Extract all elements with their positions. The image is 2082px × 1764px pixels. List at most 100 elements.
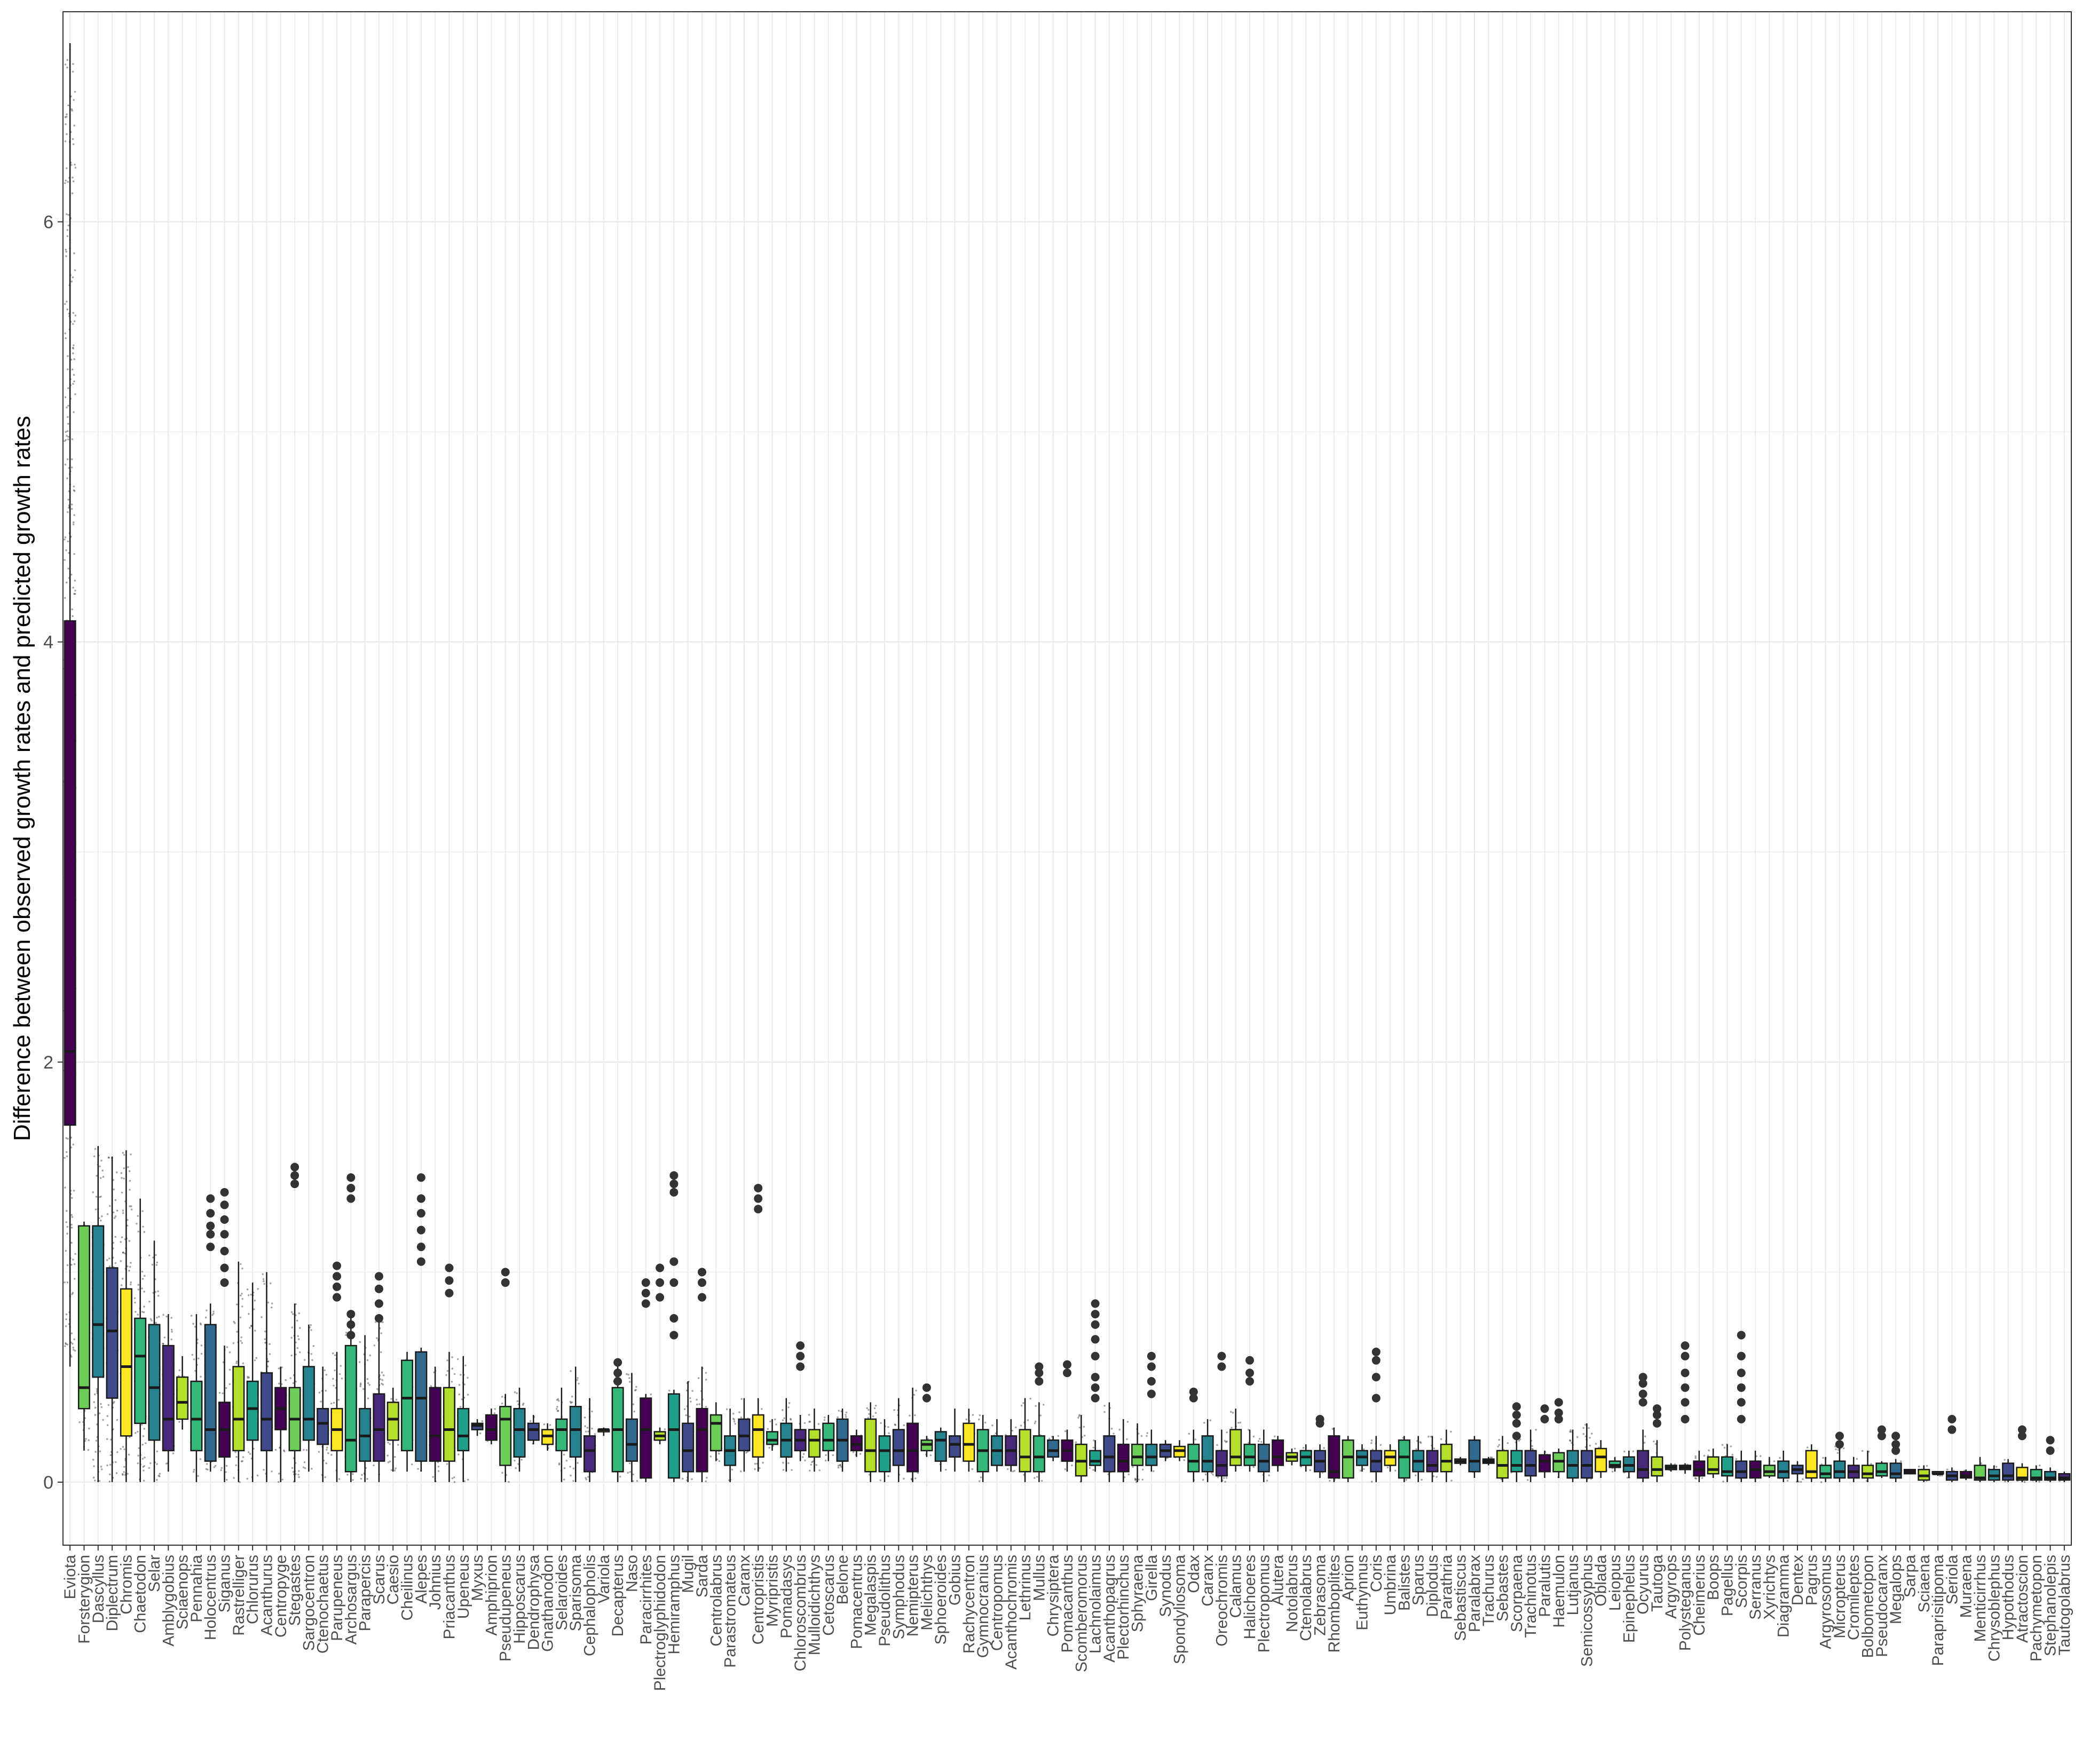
raw-point <box>690 1401 692 1403</box>
raw-point <box>99 1412 101 1414</box>
raw-point <box>718 1453 720 1455</box>
raw-point <box>143 1428 145 1430</box>
raw-point <box>106 1465 108 1467</box>
raw-point <box>71 1227 73 1229</box>
raw-point <box>838 1410 840 1412</box>
raw-point <box>530 1420 532 1422</box>
raw-point <box>85 1438 87 1440</box>
raw-point <box>754 1468 756 1470</box>
raw-point <box>143 1291 145 1293</box>
raw-point <box>734 1423 736 1425</box>
raw-point <box>94 1394 96 1396</box>
raw-point <box>556 1399 558 1401</box>
raw-point <box>72 615 74 618</box>
raw-point <box>143 1311 145 1314</box>
raw-point <box>366 1478 368 1480</box>
raw-point <box>278 1473 280 1475</box>
raw-point <box>325 1390 327 1392</box>
raw-point <box>66 1314 68 1316</box>
raw-point <box>99 1480 101 1482</box>
raw-point <box>514 1391 516 1394</box>
raw-point <box>719 1460 721 1462</box>
raw-point <box>459 1384 461 1386</box>
raw-point <box>381 1372 383 1374</box>
raw-point <box>113 1189 115 1191</box>
raw-point <box>234 1322 236 1324</box>
raw-point <box>115 1199 117 1201</box>
raw-point <box>345 1334 347 1336</box>
raw-point <box>569 1466 571 1468</box>
raw-point <box>66 67 68 69</box>
raw-point <box>71 281 73 283</box>
raw-point <box>650 1394 652 1396</box>
raw-point <box>75 314 77 317</box>
raw-point <box>220 1467 223 1469</box>
raw-point <box>67 59 69 61</box>
raw-point <box>67 438 69 440</box>
raw-point <box>123 1466 125 1468</box>
raw-point <box>191 1315 193 1317</box>
raw-point <box>240 1263 242 1265</box>
raw-point <box>267 1360 270 1363</box>
raw-point <box>74 164 76 166</box>
raw-point <box>696 1399 698 1401</box>
raw-point <box>467 1394 469 1396</box>
raw-point <box>269 1343 271 1345</box>
raw-point <box>107 1415 109 1417</box>
raw-point <box>236 1331 238 1333</box>
raw-point <box>705 1379 707 1381</box>
raw-point <box>71 466 73 469</box>
raw-point <box>278 1382 280 1385</box>
raw-point <box>458 1453 460 1456</box>
raw-point <box>193 1469 195 1471</box>
raw-point <box>290 1337 293 1339</box>
raw-point <box>249 1453 251 1455</box>
raw-point <box>95 1208 97 1211</box>
raw-point <box>73 521 75 524</box>
raw-point <box>577 1462 579 1464</box>
raw-point <box>128 1454 130 1456</box>
raw-point <box>289 1377 291 1379</box>
raw-point <box>380 1351 382 1354</box>
raw-point <box>102 1419 104 1421</box>
raw-point <box>570 1475 572 1477</box>
raw-point <box>67 436 69 438</box>
raw-point <box>732 1413 735 1415</box>
raw-point <box>122 1446 124 1448</box>
raw-point <box>310 1353 312 1355</box>
raw-point <box>67 423 69 425</box>
raw-point <box>94 1414 97 1416</box>
raw-point <box>380 1332 382 1334</box>
raw-point <box>557 1410 559 1412</box>
raw-point <box>155 1322 157 1324</box>
raw-point <box>438 1466 440 1468</box>
raw-point <box>768 1447 770 1449</box>
raw-point <box>65 255 67 257</box>
raw-point <box>122 1152 124 1154</box>
raw-point <box>451 1356 453 1358</box>
raw-point <box>65 179 67 181</box>
raw-point <box>72 352 74 354</box>
raw-point <box>501 1472 503 1474</box>
raw-point <box>72 438 74 440</box>
raw-point <box>291 1326 293 1328</box>
raw-point <box>123 1471 125 1473</box>
raw-point <box>759 1467 761 1469</box>
raw-point <box>296 1320 298 1322</box>
raw-point <box>508 1481 510 1483</box>
raw-point <box>247 1288 249 1291</box>
raw-point <box>689 1397 691 1399</box>
raw-point <box>769 1420 771 1422</box>
raw-point <box>591 1411 593 1413</box>
raw-point <box>165 1462 168 1465</box>
raw-point <box>249 1327 251 1329</box>
raw-point <box>108 1404 110 1406</box>
raw-point <box>179 1369 181 1371</box>
raw-point <box>501 1396 503 1398</box>
raw-point <box>635 1386 637 1388</box>
raw-point <box>320 1401 322 1403</box>
raw-point <box>264 1338 266 1340</box>
raw-point <box>285 1379 287 1381</box>
raw-point <box>696 1404 698 1406</box>
raw-point <box>158 1316 160 1318</box>
